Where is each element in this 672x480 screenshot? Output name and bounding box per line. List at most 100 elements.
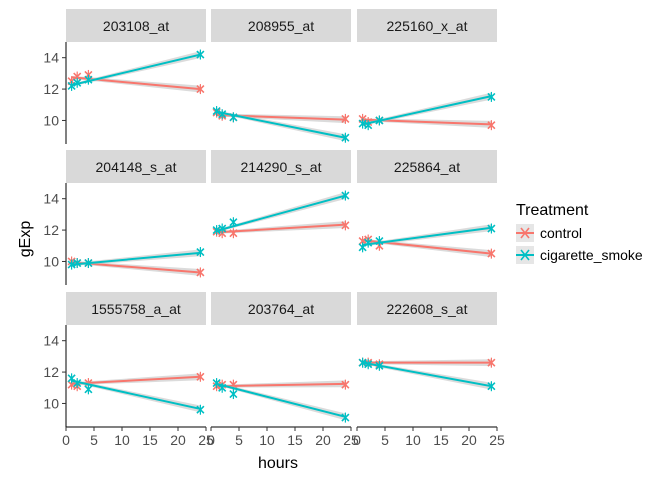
data-point-cigarette_smoke <box>341 412 350 423</box>
data-point-cigarette_smoke <box>229 389 238 400</box>
data-point-cigarette_smoke <box>364 237 373 248</box>
data-point-cigarette_smoke <box>84 74 93 85</box>
point-marker <box>358 358 367 367</box>
fit-line-cigarette_smoke <box>71 251 201 266</box>
point-marker <box>212 226 221 235</box>
point-marker <box>229 218 238 227</box>
facet-strip <box>66 292 206 325</box>
data-point-cigarette_smoke <box>218 109 227 120</box>
x-tick-label: 20 <box>170 432 186 448</box>
legend: Treatment control cigarette_smoke <box>516 202 643 264</box>
data-point-control <box>196 371 205 382</box>
data-point-cigarette_smoke <box>229 217 238 228</box>
data-point-cigarette_smoke <box>73 378 82 389</box>
fit-line-cigarette_smoke <box>71 53 201 87</box>
x-tick-label: 10 <box>114 432 130 448</box>
point-marker <box>487 224 496 233</box>
data-point-cigarette_smoke <box>73 258 82 269</box>
data-point-cigarette_smoke <box>196 49 205 60</box>
facet-panel: 225160_x_at <box>357 9 497 131</box>
legend-entry-control: control <box>516 224 582 242</box>
fit-line-cigarette_smoke <box>216 194 346 232</box>
point-marker <box>341 380 350 389</box>
legend-label: cigarette_smoke <box>540 247 643 263</box>
facet-strip <box>66 150 206 183</box>
data-point-cigarette_smoke <box>375 236 384 247</box>
y-tick-label: 14 <box>43 50 59 66</box>
y-tick-label: 10 <box>43 253 59 269</box>
data-point-cigarette_smoke <box>229 112 238 123</box>
point-marker <box>218 383 227 392</box>
facet-strip <box>211 292 351 325</box>
point-marker <box>196 405 205 414</box>
point-marker <box>196 372 205 381</box>
point-marker <box>196 85 205 94</box>
x-tick-label: 15 <box>433 432 449 448</box>
point-marker <box>487 382 496 391</box>
legend-label: control <box>540 225 582 241</box>
facet-strip-label: 204148_s_at <box>96 159 177 175</box>
fit-line-cigarette_smoke <box>362 95 492 126</box>
point-marker <box>73 378 82 388</box>
data-point-control <box>196 267 205 278</box>
data-point-cigarette_smoke <box>218 382 227 393</box>
x-tick-label: 0 <box>353 432 361 448</box>
x-tick-label: 25 <box>489 432 505 448</box>
data-point-cigarette_smoke <box>84 384 93 395</box>
data-point-cigarette_smoke <box>341 132 350 143</box>
data-point-control <box>341 379 350 390</box>
y-tick-label: 10 <box>43 112 59 128</box>
panels-layer: 203108_at 10 12 14 208955_at 225160_x_at 20414… <box>43 9 505 448</box>
point-marker <box>218 110 227 119</box>
data-point-cigarette_smoke <box>375 115 384 126</box>
legend-entry-cigarette_smoke: cigarette_smoke <box>516 246 643 264</box>
point-marker <box>212 106 221 116</box>
facet-strip-label: 203764_at <box>248 301 314 317</box>
data-point-cigarette_smoke <box>487 381 496 392</box>
point-marker <box>73 78 82 87</box>
point-marker <box>358 119 367 128</box>
data-point-cigarette_smoke <box>212 225 221 236</box>
legend-title: Treatment <box>516 202 589 219</box>
data-point-control <box>487 357 496 368</box>
facet-panel: 1555758_a_at 10 12 14 0 5 10 15 20 25 <box>43 292 214 448</box>
x-tick-label: 20 <box>461 432 477 448</box>
data-point-cigarette_smoke <box>67 80 76 91</box>
facet-panel: 222608_s_at 0 5 10 15 20 25 <box>353 292 505 448</box>
facet-strip-label: 214290_s_at <box>241 159 322 175</box>
point-marker <box>229 389 238 399</box>
data-point-cigarette_smoke <box>212 106 221 117</box>
point-marker <box>67 81 76 91</box>
point-marker <box>487 358 496 367</box>
data-point-cigarette_smoke <box>196 247 205 258</box>
facet-strip <box>357 150 497 183</box>
facet-panel: 204148_s_at 10 12 14 <box>43 150 206 285</box>
facet-strip <box>357 292 497 325</box>
y-tick-label: 14 <box>43 191 59 207</box>
facet-strip <box>66 9 206 42</box>
data-point-cigarette_smoke <box>341 190 350 201</box>
point-marker <box>84 385 93 394</box>
data-point-control <box>487 120 496 131</box>
x-tick-label: 0 <box>207 432 215 448</box>
facet-panel: 225864_at <box>357 150 497 259</box>
point-marker <box>196 50 205 59</box>
data-point-control <box>229 228 238 239</box>
x-tick-label: 15 <box>142 432 158 448</box>
x-tick-label: 5 <box>90 432 98 448</box>
point-marker <box>487 92 496 101</box>
fit-line-cigarette_smoke <box>216 110 346 139</box>
data-point-cigarette_smoke <box>487 91 496 102</box>
point-marker <box>229 229 238 238</box>
point-marker <box>375 116 384 125</box>
fit-line-cigarette_smoke <box>216 382 346 418</box>
fit-line-cigarette_smoke <box>362 226 492 246</box>
facet-panel: 214290_s_at <box>211 150 351 239</box>
x-tick-label: 25 <box>343 432 359 448</box>
data-point-cigarette_smoke <box>364 120 373 131</box>
fit-line-control <box>216 382 346 388</box>
point-marker <box>341 133 350 142</box>
data-point-cigarette_smoke <box>358 357 367 368</box>
data-point-control <box>487 248 496 259</box>
point-marker <box>196 247 205 257</box>
